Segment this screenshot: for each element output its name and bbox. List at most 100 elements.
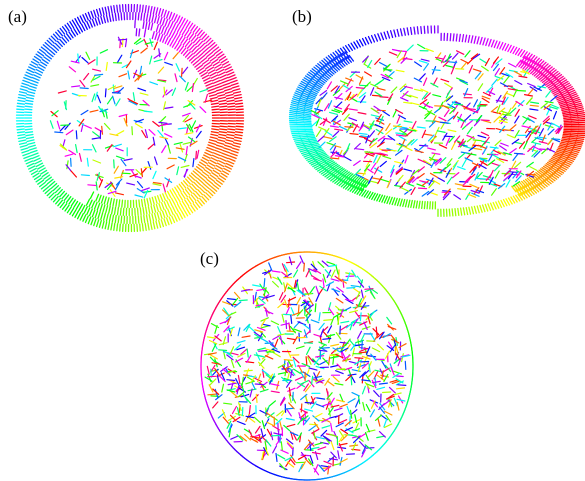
rod xyxy=(378,418,380,426)
rod xyxy=(449,62,457,63)
rod xyxy=(496,202,499,208)
rod xyxy=(329,308,334,315)
rod xyxy=(411,28,412,35)
rod xyxy=(219,72,225,75)
rod xyxy=(211,132,218,133)
rod xyxy=(297,113,304,114)
rod xyxy=(309,139,316,140)
rod xyxy=(405,156,408,164)
rod xyxy=(437,178,444,182)
rod xyxy=(342,294,348,299)
rod xyxy=(289,323,290,331)
rod xyxy=(424,202,425,209)
rod xyxy=(474,100,478,107)
rod xyxy=(561,142,568,143)
rod xyxy=(363,39,366,45)
rod xyxy=(385,411,392,415)
rod xyxy=(389,52,396,55)
rod xyxy=(300,136,307,137)
rod xyxy=(19,140,26,141)
rod xyxy=(27,70,33,73)
rod xyxy=(500,146,507,151)
rod xyxy=(91,192,94,198)
rod xyxy=(220,75,226,78)
rod xyxy=(162,123,163,131)
rod xyxy=(563,137,570,138)
rod xyxy=(80,80,85,86)
rod xyxy=(208,394,216,395)
page: (a) (b) (c) (() => { const data = JSON.p… xyxy=(0,0,585,481)
rod xyxy=(179,212,182,218)
rod xyxy=(219,100,226,101)
rod xyxy=(221,156,228,159)
rod xyxy=(170,208,173,214)
rod xyxy=(205,153,211,156)
rod xyxy=(416,201,417,208)
rod xyxy=(316,286,319,294)
rod xyxy=(264,279,265,287)
rod xyxy=(377,110,385,111)
rod xyxy=(25,158,32,161)
rod xyxy=(310,142,317,143)
rod xyxy=(133,93,134,101)
rod xyxy=(486,39,488,46)
rod xyxy=(229,75,236,78)
rod xyxy=(397,399,405,401)
rod xyxy=(522,126,530,128)
rod xyxy=(335,129,343,130)
rod xyxy=(235,98,242,99)
rod xyxy=(261,338,268,342)
rod xyxy=(315,304,316,312)
rod xyxy=(222,153,229,156)
rod xyxy=(432,153,440,154)
rod xyxy=(95,18,97,25)
rod xyxy=(372,348,379,352)
rod xyxy=(200,107,206,113)
rod xyxy=(563,114,570,115)
rod xyxy=(175,24,178,30)
rod xyxy=(209,163,215,166)
rod xyxy=(304,119,311,120)
rod xyxy=(210,140,217,142)
rod xyxy=(234,143,241,145)
rod xyxy=(300,135,307,136)
rod xyxy=(354,42,358,48)
rod xyxy=(567,146,574,148)
rod xyxy=(377,436,385,438)
rod xyxy=(139,29,140,36)
rod xyxy=(453,34,454,41)
rod xyxy=(266,308,268,316)
rod xyxy=(358,113,366,115)
rod xyxy=(75,211,78,217)
rod xyxy=(275,339,278,347)
rod xyxy=(480,59,487,63)
rod xyxy=(353,348,355,356)
rod xyxy=(225,89,232,91)
rod xyxy=(404,169,412,171)
rod xyxy=(297,119,304,120)
rod xyxy=(278,327,281,334)
rod xyxy=(295,142,302,143)
rod xyxy=(168,191,171,197)
rod xyxy=(114,144,122,146)
rod xyxy=(315,443,323,445)
rod xyxy=(220,103,227,104)
rod xyxy=(143,208,144,215)
rod xyxy=(397,51,401,58)
rod xyxy=(164,10,166,17)
rod xyxy=(377,387,385,389)
rod xyxy=(577,113,584,114)
rod xyxy=(141,216,142,223)
rod xyxy=(25,126,32,127)
rod xyxy=(552,139,560,140)
rod xyxy=(316,294,319,301)
rod xyxy=(538,86,546,88)
rod xyxy=(405,147,412,151)
rod xyxy=(153,184,161,186)
rod xyxy=(291,105,298,107)
rod xyxy=(176,148,184,149)
rod xyxy=(215,150,222,153)
rod xyxy=(228,129,235,130)
rod xyxy=(358,340,359,348)
rod xyxy=(136,200,137,207)
